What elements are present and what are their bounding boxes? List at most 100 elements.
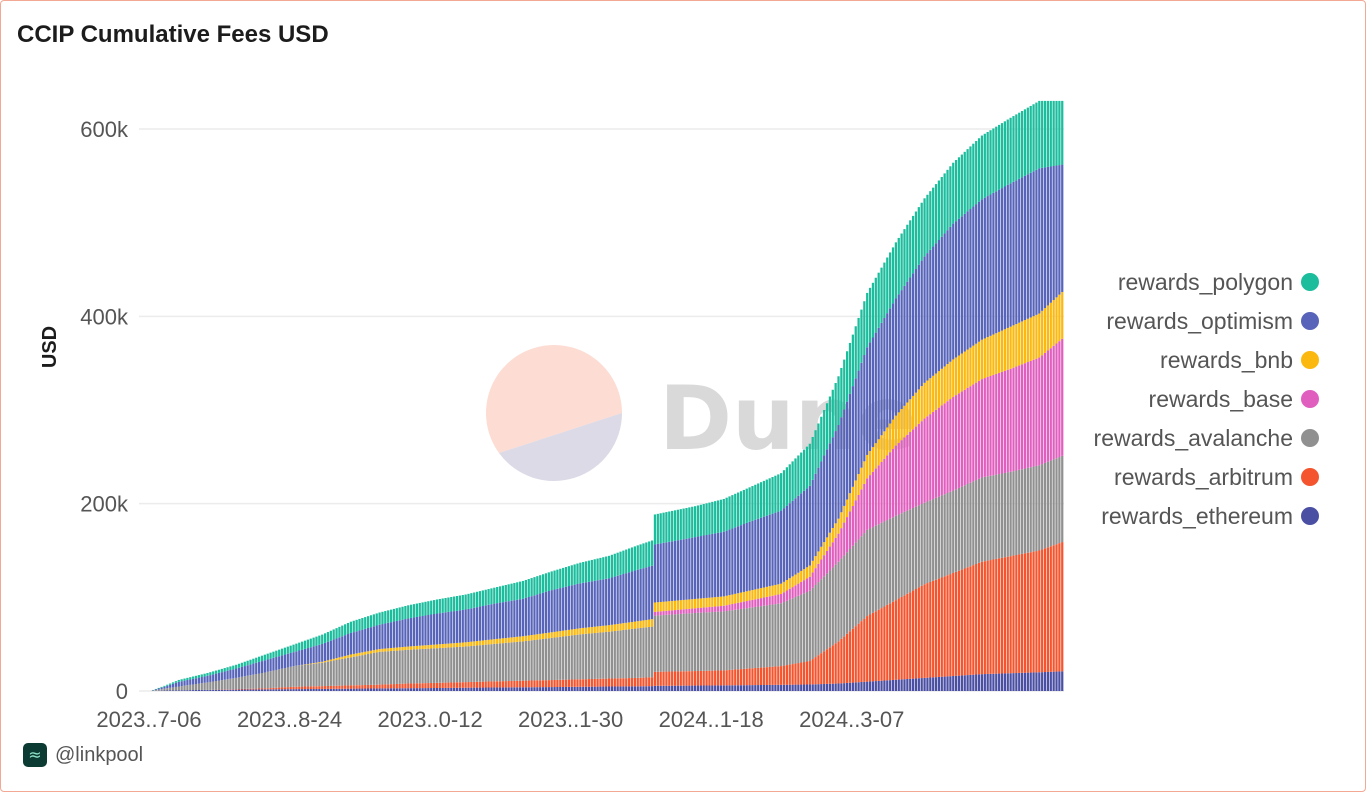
bar-segment-rewards-avalanche[interactable] (255, 674, 258, 689)
bar-segment-rewards-base[interactable] (802, 580, 806, 594)
bar-segment-rewards-avalanche[interactable] (751, 607, 754, 669)
bar-segment-rewards-arbitrum[interactable] (432, 682, 436, 689)
bar-segment-rewards-ethereum[interactable] (249, 689, 252, 691)
bar-segment-rewards-optimism[interactable] (289, 652, 292, 667)
bar-segment-rewards-optimism[interactable] (909, 277, 912, 400)
bar-segment-rewards-ethereum[interactable] (716, 685, 720, 691)
bar-segment-rewards-ethereum[interactable] (258, 689, 261, 691)
bar-segment-rewards-ethereum[interactable] (685, 685, 688, 691)
bar-segment-rewards-ethereum[interactable] (496, 687, 499, 691)
bar-segment-rewards-ethereum[interactable] (983, 674, 986, 691)
bar-segment-rewards-bnb[interactable] (682, 599, 685, 610)
bar-segment-rewards-polygon[interactable] (802, 449, 806, 491)
bar-segment-rewards-arbitrum[interactable] (914, 589, 918, 679)
bar-segment-rewards-bnb[interactable] (364, 651, 367, 655)
bar-segment-rewards-polygon[interactable] (174, 681, 178, 683)
bar-segment-rewards-optimism[interactable] (539, 593, 542, 634)
bar-segment-rewards-bnb[interactable] (321, 661, 324, 663)
bar-segment-rewards-polygon[interactable] (455, 596, 459, 611)
bar-segment-rewards-avalanche[interactable] (263, 672, 266, 689)
bar-segment-rewards-optimism[interactable] (800, 493, 803, 571)
bar-segment-rewards-arbitrum[interactable] (272, 687, 275, 690)
bar-segment-rewards-polygon[interactable] (883, 262, 886, 319)
bar-segment-rewards-base[interactable] (1009, 368, 1012, 472)
bar-segment-rewards-ethereum[interactable] (539, 687, 542, 691)
bar-segment-rewards-polygon[interactable] (527, 579, 530, 598)
bar-segment-rewards-arbitrum[interactable] (992, 559, 995, 674)
bar-segment-rewards-avalanche[interactable] (917, 505, 920, 588)
bar-segment-rewards-avalanche[interactable] (203, 682, 206, 690)
bar-segment-rewards-optimism[interactable] (903, 285, 906, 406)
bar-segment-rewards-avalanche[interactable] (346, 657, 350, 686)
bar-segment-rewards-base[interactable] (731, 603, 734, 611)
bar-segment-rewards-ethereum[interactable] (840, 683, 843, 691)
bar-segment-rewards-ethereum[interactable] (607, 686, 611, 692)
bar-segment-rewards-optimism[interactable] (851, 386, 854, 487)
bar-segment-rewards-avalanche[interactable] (648, 626, 651, 678)
bar-segment-rewards-bnb[interactable] (989, 335, 992, 376)
bar-segment-rewards-optimism[interactable] (484, 605, 487, 641)
bar-segment-rewards-bnb[interactable] (975, 343, 978, 383)
bar-segment-rewards-ethereum[interactable] (292, 689, 295, 691)
bar-segment-rewards-optimism[interactable] (630, 571, 634, 623)
bar-segment-rewards-arbitrum[interactable] (983, 561, 986, 675)
bar-segment-rewards-polygon[interactable] (237, 663, 241, 668)
bar-segment-rewards-bnb[interactable] (699, 598, 702, 608)
bar-segment-rewards-bnb[interactable] (567, 629, 571, 636)
bar-segment-rewards-arbitrum[interactable] (501, 681, 505, 688)
bar-segment-rewards-bnb[interactable] (312, 663, 315, 664)
bar-segment-rewards-ethereum[interactable] (642, 686, 645, 691)
bar-segment-rewards-polygon[interactable] (1018, 112, 1021, 179)
bar-segment-rewards-optimism[interactable] (226, 670, 229, 680)
bar-segment-rewards-polygon[interactable] (653, 514, 657, 545)
bar-segment-rewards-bnb[interactable] (619, 623, 622, 631)
bar-segment-rewards-arbitrum[interactable] (903, 595, 906, 680)
bar-segment-rewards-ethereum[interactable] (871, 681, 875, 691)
bar-segment-rewards-arbitrum[interactable] (524, 680, 527, 688)
bar-segment-rewards-ethereum[interactable] (923, 677, 926, 691)
bar-segment-rewards-polygon[interactable] (344, 624, 347, 636)
bar-segment-rewards-ethereum[interactable] (679, 685, 682, 691)
bar-segment-rewards-polygon[interactable] (255, 657, 258, 663)
bar-segment-rewards-base[interactable] (808, 576, 811, 591)
bar-segment-rewards-arbitrum[interactable] (848, 631, 852, 683)
bar-segment-rewards-optimism[interactable] (318, 644, 321, 663)
bar-segment-rewards-optimism[interactable] (808, 485, 811, 566)
bar-segment-rewards-arbitrum[interactable] (671, 671, 674, 686)
bar-segment-rewards-avalanche[interactable] (212, 681, 215, 690)
bar-segment-rewards-avalanche[interactable] (711, 612, 714, 671)
bar-segment-rewards-ethereum[interactable] (737, 685, 740, 691)
bar-segment-rewards-arbitrum[interactable] (519, 680, 522, 688)
bar-segment-rewards-bnb[interactable] (576, 628, 579, 635)
bar-segment-rewards-bnb[interactable] (851, 486, 854, 507)
bar-segment-rewards-optimism[interactable] (498, 602, 502, 639)
bar-segment-rewards-arbitrum[interactable] (237, 689, 241, 690)
bar-segment-rewards-ethereum[interactable] (384, 688, 387, 691)
bar-segment-rewards-optimism[interactable] (648, 566, 651, 620)
bar-segment-rewards-bnb[interactable] (734, 593, 737, 604)
bar-segment-rewards-optimism[interactable] (398, 620, 401, 648)
bar-segment-rewards-arbitrum[interactable] (260, 688, 264, 690)
bar-segment-rewards-polygon[interactable] (556, 569, 559, 589)
bar-segment-rewards-ethereum[interactable] (338, 688, 341, 691)
bar-segment-rewards-polygon[interactable] (567, 566, 571, 587)
bar-segment-rewards-optimism[interactable] (464, 609, 467, 643)
bar-segment-rewards-arbitrum[interactable] (1009, 556, 1012, 674)
bar-segment-rewards-bnb[interactable] (662, 601, 665, 612)
bar-segment-rewards-optimism[interactable] (249, 664, 252, 676)
bar-segment-rewards-optimism[interactable] (536, 594, 539, 635)
bar-segment-rewards-arbitrum[interactable] (255, 688, 258, 690)
bar-segment-rewards-optimism[interactable] (949, 226, 952, 362)
bar-segment-rewards-polygon[interactable] (903, 229, 906, 286)
bar-segment-rewards-optimism[interactable] (952, 223, 955, 360)
bar-segment-rewards-avalanche[interactable] (679, 613, 682, 672)
bar-segment-rewards-avalanche[interactable] (524, 641, 527, 681)
bar-segment-rewards-optimism[interactable] (584, 582, 588, 628)
bar-segment-rewards-polygon[interactable] (920, 202, 923, 261)
bar-segment-rewards-polygon[interactable] (197, 675, 200, 678)
bar-segment-rewards-optimism[interactable] (679, 539, 682, 601)
bar-segment-rewards-base[interactable] (820, 559, 823, 580)
bar-segment-rewards-ethereum[interactable] (711, 685, 714, 691)
bar-segment-rewards-avalanche[interactable] (547, 638, 550, 681)
bar-segment-rewards-polygon[interactable] (266, 653, 269, 660)
